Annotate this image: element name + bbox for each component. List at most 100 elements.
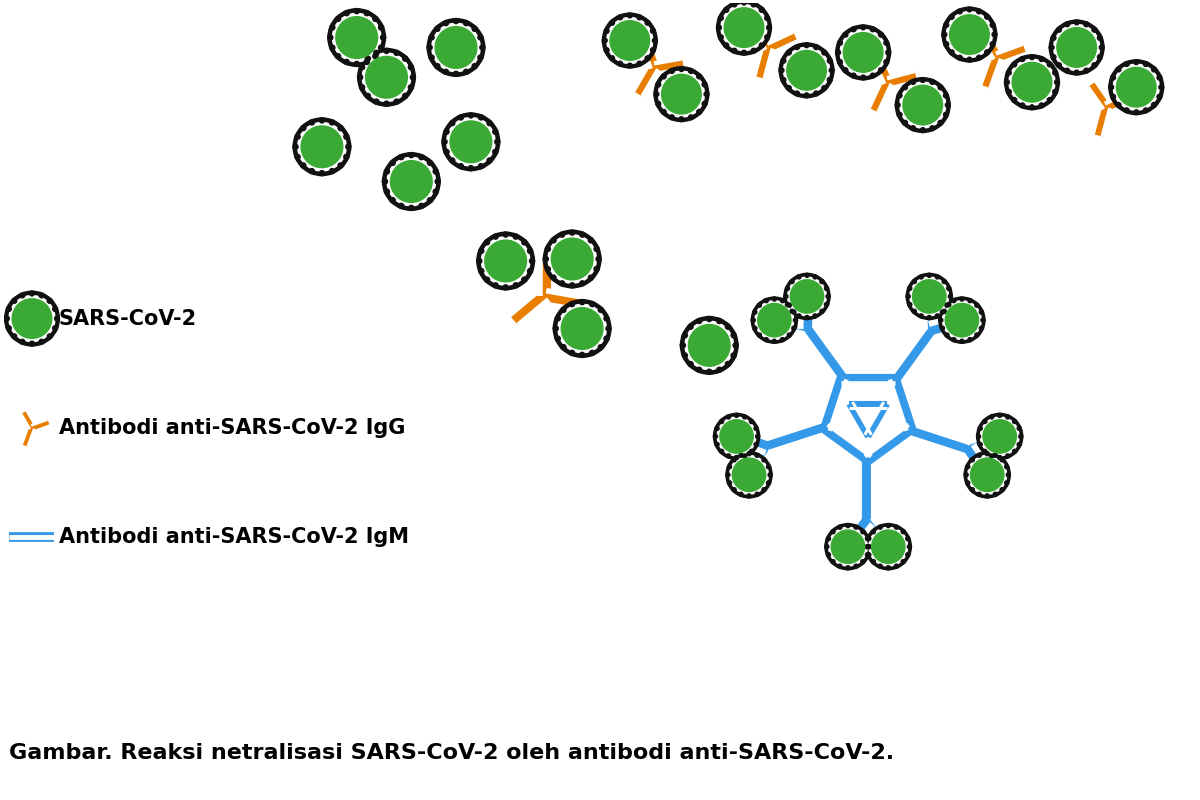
Circle shape <box>479 269 484 274</box>
Circle shape <box>365 94 371 98</box>
Circle shape <box>454 18 458 24</box>
Circle shape <box>827 537 830 541</box>
Circle shape <box>358 74 362 80</box>
Circle shape <box>378 45 384 50</box>
Circle shape <box>390 198 395 202</box>
Circle shape <box>655 102 661 106</box>
Circle shape <box>1099 45 1104 50</box>
Circle shape <box>430 34 434 40</box>
Circle shape <box>479 164 484 169</box>
Circle shape <box>1064 22 1069 26</box>
Circle shape <box>967 7 972 12</box>
Circle shape <box>977 55 982 60</box>
Circle shape <box>1055 80 1060 85</box>
Circle shape <box>919 314 923 318</box>
Circle shape <box>730 455 768 494</box>
Circle shape <box>602 13 658 68</box>
Circle shape <box>829 68 834 73</box>
Circle shape <box>938 120 943 126</box>
Circle shape <box>958 55 962 60</box>
Circle shape <box>787 50 827 90</box>
Circle shape <box>580 232 584 237</box>
Circle shape <box>724 43 728 48</box>
Circle shape <box>713 434 718 438</box>
Circle shape <box>755 454 760 458</box>
Circle shape <box>596 257 601 262</box>
Circle shape <box>832 530 865 563</box>
Circle shape <box>1004 55 1060 110</box>
Circle shape <box>365 56 371 61</box>
Circle shape <box>720 450 724 454</box>
Circle shape <box>433 169 438 174</box>
Circle shape <box>906 274 953 319</box>
Circle shape <box>846 523 850 528</box>
Circle shape <box>1009 59 1055 106</box>
Circle shape <box>707 370 712 374</box>
Circle shape <box>977 434 980 438</box>
Circle shape <box>994 492 997 496</box>
Circle shape <box>503 285 509 290</box>
Circle shape <box>785 302 790 306</box>
Circle shape <box>704 92 709 97</box>
Circle shape <box>1116 67 1121 72</box>
Circle shape <box>827 553 830 557</box>
Circle shape <box>928 315 931 320</box>
Circle shape <box>985 14 990 19</box>
Circle shape <box>793 318 798 322</box>
Circle shape <box>943 93 948 98</box>
Circle shape <box>906 537 910 541</box>
Circle shape <box>580 281 584 286</box>
Circle shape <box>757 303 791 337</box>
Circle shape <box>836 25 890 80</box>
Circle shape <box>985 452 989 456</box>
Circle shape <box>559 281 565 286</box>
Circle shape <box>968 455 1007 494</box>
Circle shape <box>716 25 721 30</box>
Circle shape <box>610 21 649 60</box>
Circle shape <box>476 258 482 263</box>
Circle shape <box>522 277 527 282</box>
Circle shape <box>949 50 954 54</box>
Circle shape <box>1030 105 1034 110</box>
Circle shape <box>604 48 610 53</box>
Circle shape <box>871 530 876 534</box>
Circle shape <box>767 481 770 485</box>
Circle shape <box>895 102 900 107</box>
Circle shape <box>390 160 395 166</box>
Circle shape <box>842 68 848 73</box>
Circle shape <box>707 316 712 322</box>
Circle shape <box>752 326 757 330</box>
Circle shape <box>427 18 485 76</box>
Circle shape <box>556 316 560 321</box>
Circle shape <box>446 118 496 166</box>
Circle shape <box>894 564 899 568</box>
Circle shape <box>402 94 408 98</box>
Circle shape <box>433 189 438 194</box>
Circle shape <box>726 452 772 498</box>
Circle shape <box>952 298 956 302</box>
Circle shape <box>1092 27 1097 32</box>
Circle shape <box>878 32 883 37</box>
Circle shape <box>1007 473 1010 477</box>
Circle shape <box>20 339 25 344</box>
Circle shape <box>726 454 731 458</box>
Circle shape <box>742 0 746 5</box>
Circle shape <box>20 293 25 298</box>
Circle shape <box>545 246 551 251</box>
Circle shape <box>894 525 899 530</box>
Circle shape <box>773 339 776 343</box>
Circle shape <box>887 523 890 528</box>
Circle shape <box>844 33 883 72</box>
Circle shape <box>689 115 694 120</box>
Circle shape <box>458 164 463 169</box>
Circle shape <box>551 275 556 280</box>
Circle shape <box>824 302 828 306</box>
Circle shape <box>979 326 984 330</box>
Circle shape <box>444 150 449 154</box>
Circle shape <box>878 68 883 73</box>
Circle shape <box>919 275 923 279</box>
Circle shape <box>960 297 964 301</box>
Circle shape <box>485 277 490 282</box>
Circle shape <box>463 21 469 26</box>
Circle shape <box>588 238 594 243</box>
